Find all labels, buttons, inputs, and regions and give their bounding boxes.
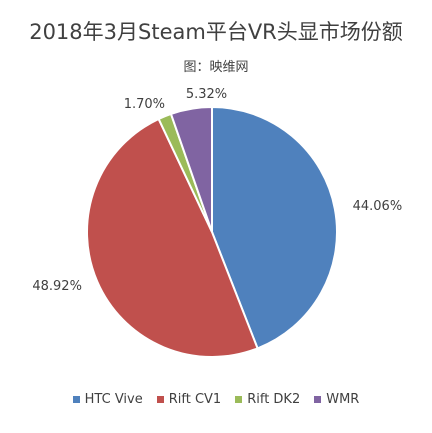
data-label-htc-vive: 44.06% [352,198,403,214]
data-label-rift-dk2: 1.70% [123,96,166,112]
legend-swatch-htc-vive [72,396,80,403]
legend-item-rift-cv1: Rift CV1 [156,392,222,407]
legend-label-htc-vive: HTC Vive [84,392,143,407]
legend-swatch-rift-cv1 [156,396,164,403]
legend-swatch-rift-dk2 [235,396,243,403]
chart-subtitle: 图：映维网 [183,60,249,75]
legend-item-wmr: WMR [314,392,359,407]
data-label-wmr: 5.32% [185,86,228,102]
pie-slice-wmr [169,105,213,233]
pie-slice-htc-vive [211,105,338,350]
legend-item-rift-dk2: Rift DK2 [235,392,300,407]
pie-slice-rift-cv1 [86,117,259,358]
legend-label-rift-cv1: Rift CV1 [168,392,222,407]
legend-swatch-wmr [314,396,322,403]
data-label-rift-cv1: 48.92% [32,279,82,295]
legend: HTC Vive Rift CV1 Rift DK2 WMR [0,392,432,407]
chart-title: 2018年3月Steam平台VR头显市场份额 [29,20,403,44]
legend-label-rift-dk2: Rift DK2 [247,392,301,407]
legend-label-wmr: WMR [326,392,360,407]
legend-item-htc-vive: HTC Vive [72,392,143,407]
